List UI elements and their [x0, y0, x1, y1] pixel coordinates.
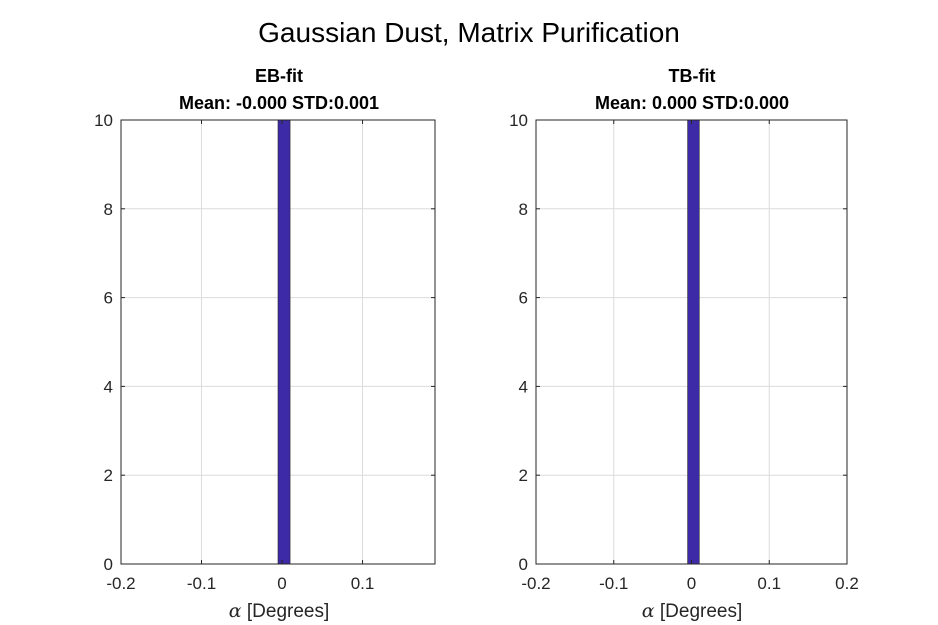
tb-fit-stats: Mean: 0.000 STD:0.000 — [595, 93, 789, 113]
eb-fit-x-axis-unit: [Degrees] — [242, 601, 330, 622]
alpha-symbol: α — [642, 600, 655, 622]
eb-fit-x-axis-label: α [Degrees] — [229, 600, 330, 622]
tb-fit-y-tick-label: 10 — [509, 111, 528, 130]
tb-fit-x-tick-label: 0 — [687, 574, 696, 593]
eb-fit-y-tick-label: 10 — [94, 111, 113, 130]
tb-fit-y-tick-label: 6 — [519, 289, 528, 308]
alpha-symbol: α — [229, 600, 242, 622]
eb-fit-stats: Mean: -0.000 STD:0.001 — [179, 93, 379, 113]
eb-fit-title: EB-fit — [255, 66, 303, 86]
figure-title: Gaussian Dust, Matrix Purification — [258, 17, 680, 48]
eb-fit-y-tick-label: 0 — [104, 555, 113, 574]
eb-fit-panel: EB-fit Mean: -0.000 STD:0.001 -0.2 -0.1 0 0… — [94, 66, 436, 622]
eb-fit-histogram-bar — [277, 119, 291, 565]
tb-fit-x-tick-label: -0.1 — [599, 574, 628, 593]
eb-fit-y-tick-label: 6 — [104, 289, 113, 308]
eb-fit-axes-frame — [120, 119, 436, 565]
tb-fit-panel: TB-fit Mean: 0.000 STD:0.000 -0.2 -0.1 0 0.… — [509, 66, 859, 622]
eb-fit-x-tick-label: -0.2 — [106, 574, 135, 593]
tb-fit-y-tick-label: 8 — [519, 200, 528, 219]
tb-fit-x-tick-label: 0.2 — [835, 574, 859, 593]
tb-fit-y-tick-label: 4 — [519, 377, 528, 396]
eb-fit-plot-area: -0.2 -0.1 0 0.1 0 2 4 6 8 10 — [94, 111, 436, 593]
tb-fit-x-axis-unit: [Degrees] — [655, 601, 743, 622]
tb-fit-histogram-bar — [687, 119, 700, 565]
tb-fit-y-tick-label: 0 — [519, 555, 528, 574]
tb-fit-y-tick-label: 2 — [519, 466, 528, 485]
tb-fit-x-axis-label: α [Degrees] — [642, 600, 743, 622]
tb-fit-x-tick-label: -0.2 — [521, 574, 550, 593]
tb-fit-title: TB-fit — [669, 66, 716, 86]
eb-fit-y-tick-label: 2 — [104, 466, 113, 485]
eb-fit-y-tick-label: 4 — [104, 377, 113, 396]
tb-fit-x-tick-label: 0.1 — [757, 574, 781, 593]
eb-fit-x-tick-label: 0.1 — [351, 574, 375, 593]
eb-fit-y-tick-label: 8 — [104, 200, 113, 219]
eb-fit-x-tick-label: 0 — [277, 574, 286, 593]
tb-fit-plot-area: -0.2 -0.1 0 0.1 0.2 0 2 4 6 8 10 — [509, 111, 859, 593]
eb-fit-x-tick-label: -0.1 — [187, 574, 216, 593]
